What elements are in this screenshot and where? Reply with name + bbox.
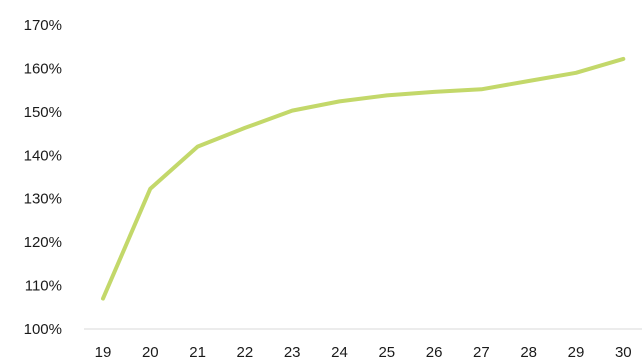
y-tick-label: 150% <box>24 104 62 121</box>
x-tick-label: 20 <box>142 344 159 361</box>
x-tick-label: 23 <box>284 344 301 361</box>
y-tick-label: 100% <box>24 321 62 338</box>
y-axis-tick-labels: 100% 110% 120% 130% 140% 150% 160% 170% <box>24 17 62 338</box>
y-tick-label: 120% <box>24 234 62 251</box>
series-line <box>101 56 626 301</box>
x-axis-tick-labels: 19 20 21 22 23 24 25 26 27 28 29 30 <box>95 344 632 361</box>
x-tick-label: 29 <box>568 344 585 361</box>
x-tick-label: 26 <box>426 344 443 361</box>
y-tick-label: 140% <box>24 147 62 164</box>
x-tick-label: 22 <box>237 344 254 361</box>
y-tick-label: 130% <box>24 191 62 208</box>
y-tick-label: 110% <box>25 278 62 295</box>
x-tick-label: 21 <box>189 344 206 361</box>
x-tick-label: 24 <box>331 344 348 361</box>
x-tick-label: 27 <box>473 344 490 361</box>
x-tick-label: 25 <box>378 344 395 361</box>
x-tick-label: 19 <box>95 344 112 361</box>
x-tick-label: 28 <box>520 344 537 361</box>
x-tick-label: 30 <box>615 344 632 361</box>
y-tick-label: 160% <box>24 60 62 77</box>
y-tick-label: 170% <box>24 17 62 34</box>
